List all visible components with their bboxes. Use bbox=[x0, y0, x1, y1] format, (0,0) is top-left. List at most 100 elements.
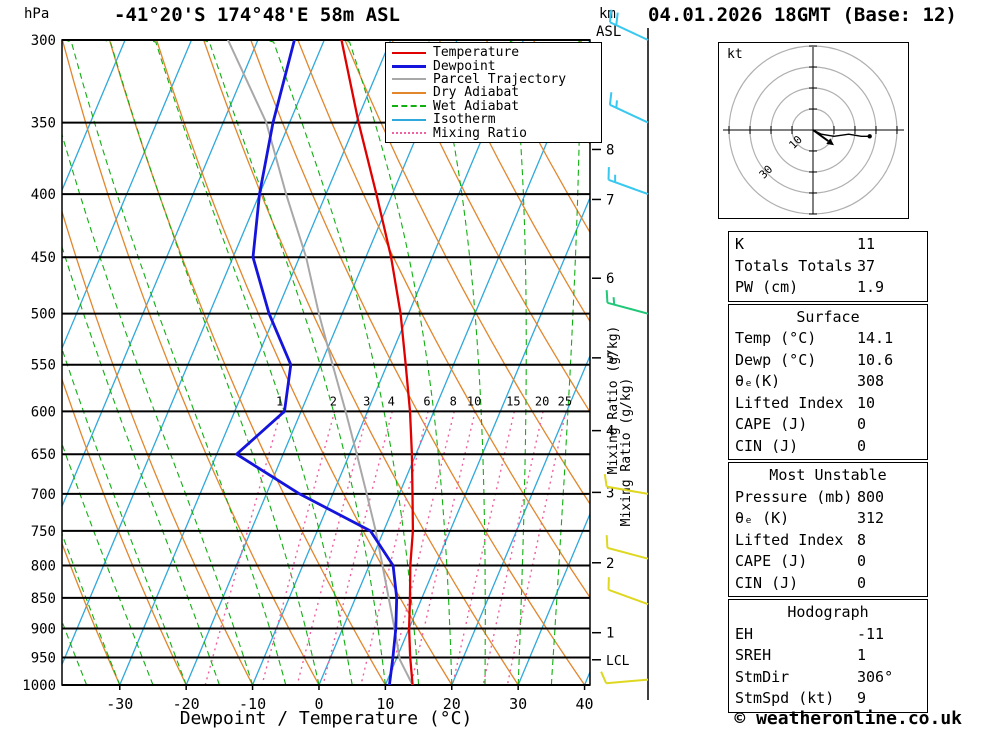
svg-text:10: 10 bbox=[376, 695, 394, 713]
svg-text:550: 550 bbox=[31, 358, 56, 374]
legend-item: Temperature bbox=[392, 46, 597, 59]
table-row: CIN (J) 0 bbox=[735, 436, 921, 458]
table-row: K 11 bbox=[735, 234, 921, 256]
index-value: 0 bbox=[857, 552, 867, 570]
svg-text:300: 300 bbox=[31, 33, 56, 49]
svg-text:4: 4 bbox=[388, 394, 395, 408]
svg-text:6: 6 bbox=[606, 271, 614, 287]
legend-item: Mixing Ratio bbox=[392, 125, 597, 141]
hodograph-unit-label: kt bbox=[727, 47, 743, 62]
index-value: 8 bbox=[857, 530, 867, 549]
svg-text:-30: -30 bbox=[106, 695, 133, 713]
table-row: CIN (J) 0 bbox=[735, 573, 921, 595]
table-row: StmSpd (kt) 9 bbox=[735, 688, 921, 710]
svg-text:8: 8 bbox=[606, 142, 614, 158]
svg-text:3: 3 bbox=[363, 394, 370, 408]
table-section-header: Most Unstable bbox=[769, 466, 887, 484]
svg-text:10: 10 bbox=[786, 133, 805, 152]
index-label: CIN (J) bbox=[735, 436, 799, 455]
indices-tables: K 11 Totals Totals 37 PW (cm) 1.9 Surface Temp … bbox=[728, 231, 928, 715]
index-label: K bbox=[735, 235, 745, 253]
svg-text:750: 750 bbox=[31, 524, 56, 540]
index-value: 306° bbox=[857, 667, 894, 686]
legend-line-sample bbox=[392, 118, 426, 121]
svg-text:3: 3 bbox=[606, 485, 614, 501]
legend-line-sample bbox=[392, 51, 426, 54]
index-label: CAPE (J) bbox=[735, 552, 808, 570]
index-label: EH bbox=[735, 624, 754, 643]
legend-label: Wet Adiabat bbox=[433, 98, 520, 114]
legend-line-sample bbox=[392, 64, 426, 68]
svg-text:10: 10 bbox=[467, 394, 481, 408]
svg-text:700: 700 bbox=[31, 487, 56, 503]
index-value: 0 bbox=[857, 573, 867, 592]
legend-line-sample bbox=[392, 105, 426, 108]
index-value: 37 bbox=[857, 256, 876, 275]
svg-text:1: 1 bbox=[606, 626, 614, 642]
legend-item: Dewpoint bbox=[392, 58, 597, 74]
parcel-curve bbox=[227, 40, 414, 685]
legend-label: Mixing Ratio bbox=[433, 125, 527, 141]
index-label: StmSpd (kt) bbox=[735, 689, 835, 707]
km-axis-asl-label: ASL bbox=[596, 24, 622, 40]
svg-text:8: 8 bbox=[450, 394, 457, 408]
table-section: K 11 Totals Totals 37 PW (cm) 1.9 bbox=[728, 231, 928, 302]
svg-text:20: 20 bbox=[443, 695, 461, 713]
km-axis: 1 2 3 4 5 6 7 8 LCL bbox=[592, 142, 630, 669]
svg-text:900: 900 bbox=[31, 622, 56, 638]
svg-text:15: 15 bbox=[506, 394, 520, 408]
pressure-tick-labels: 300 350 400 450 500 550 600 650 700 750 800 850 900 9… bbox=[22, 33, 56, 694]
index-value: 0 bbox=[857, 415, 867, 433]
legend-item: Wet Adiabat bbox=[392, 100, 597, 113]
wind-barb-column bbox=[600, 9, 649, 700]
index-value: 312 bbox=[857, 509, 885, 527]
table-row: Lifted Index 10 bbox=[735, 393, 921, 415]
svg-text:450: 450 bbox=[31, 250, 56, 266]
svg-text:30: 30 bbox=[509, 695, 527, 713]
svg-text:650: 650 bbox=[31, 447, 56, 463]
index-value: 308 bbox=[857, 372, 885, 390]
station-title: -41°20'S 174°48'E 58m ASL bbox=[114, 4, 400, 26]
legend-item: Isotherm bbox=[392, 113, 597, 126]
legend-line-sample bbox=[392, 132, 426, 135]
svg-text:0: 0 bbox=[314, 695, 323, 713]
svg-text:950: 950 bbox=[31, 651, 56, 667]
svg-text:1: 1 bbox=[276, 394, 283, 408]
x-axis-title: Dewpoint / Temperature (°C) bbox=[179, 708, 473, 729]
svg-text:-20: -20 bbox=[173, 695, 200, 713]
index-value: 9 bbox=[857, 689, 867, 707]
legend-label: Dry Adiabat bbox=[433, 85, 520, 101]
table-section: Hodograph EH -11 SREH 1 StmDir 306° StmSpd (kt)… bbox=[728, 599, 928, 713]
table-row: Pressure (mb) 800 bbox=[735, 487, 921, 509]
svg-text:2: 2 bbox=[606, 556, 614, 572]
table-section-header: Surface bbox=[796, 307, 860, 326]
svg-text:350: 350 bbox=[31, 116, 56, 132]
table-row: StmDir 306° bbox=[735, 667, 921, 689]
legend-label: Dewpoint bbox=[433, 58, 496, 74]
svg-text:6: 6 bbox=[423, 394, 430, 408]
index-label: θₑ (K) bbox=[735, 509, 790, 527]
svg-text:20: 20 bbox=[535, 394, 549, 408]
copyright: © weatheronline.co.uk bbox=[734, 708, 962, 729]
svg-text:800: 800 bbox=[31, 558, 56, 574]
svg-text:Mixing Ratio (g/kg): Mixing Ratio (g/kg) bbox=[606, 326, 621, 475]
index-label: Pressure (mb) bbox=[735, 487, 853, 506]
table-row: Lifted Index 8 bbox=[735, 530, 921, 552]
svg-text:4: 4 bbox=[606, 424, 614, 440]
run-datetime: 04.01.2026 18GMT (Base: 12) bbox=[648, 4, 957, 26]
table-row: CAPE (J) 0 bbox=[735, 414, 921, 436]
table-row: SREH 1 bbox=[735, 645, 921, 667]
mixing-ratio-lines bbox=[204, 411, 567, 685]
index-value: 14.1 bbox=[857, 329, 894, 347]
index-value: 1 bbox=[857, 646, 867, 664]
temperature-curve bbox=[340, 40, 415, 685]
index-label: SREH bbox=[735, 646, 772, 664]
index-label: Dewp (°C) bbox=[735, 350, 817, 369]
index-value: 10.6 bbox=[857, 350, 894, 369]
index-label: Lifted Index bbox=[735, 530, 844, 549]
svg-text:400: 400 bbox=[31, 187, 56, 203]
table-row: PW (cm) 1.9 bbox=[735, 277, 921, 299]
svg-text:1000: 1000 bbox=[22, 678, 56, 694]
